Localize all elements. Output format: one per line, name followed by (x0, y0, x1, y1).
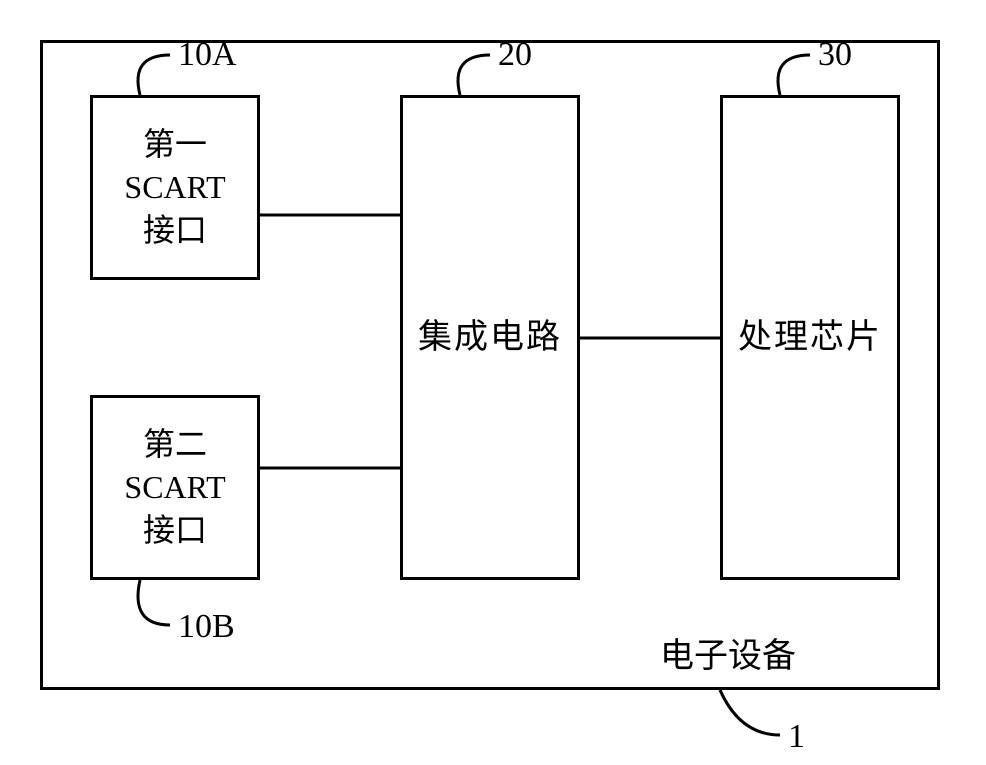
block-chip: 处理芯片 (720, 95, 900, 580)
ref-ic: 20 (498, 36, 532, 74)
block-ic: 集成电路 (400, 95, 580, 580)
block-scart2: 第二SCART接口 (90, 395, 260, 580)
ref-scart2: 10B (178, 608, 235, 646)
ref-chip: 30 (818, 36, 852, 74)
outer-box-label: 电子设备 (660, 628, 796, 677)
block-scart1: 第一SCART接口 (90, 95, 260, 280)
ref-outer: 1 (788, 718, 805, 756)
ref-scart1: 10A (178, 36, 237, 74)
